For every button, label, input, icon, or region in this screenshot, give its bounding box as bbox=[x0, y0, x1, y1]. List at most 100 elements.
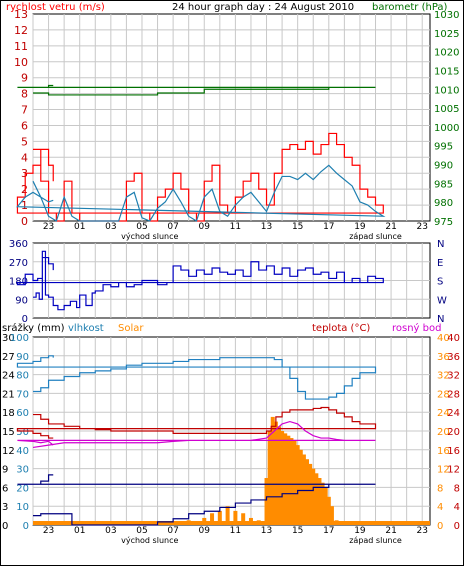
temp-axis-label: teplota (°C) bbox=[312, 323, 370, 334]
solar-tick-label: 36 bbox=[437, 352, 450, 363]
climate-panel: srážky (mm) vlhkost Solar teplota (°C) rosný… bbox=[2, 322, 460, 545]
wind-pressure-panel: 0123456789101112139759809859909951000100… bbox=[14, 8, 459, 241]
solar-bar bbox=[301, 454, 306, 525]
wind-avg-line bbox=[16, 164, 386, 222]
humidity-axis-label: vlhkost bbox=[68, 323, 104, 334]
temp-tick-label: 16 bbox=[447, 446, 460, 457]
hour-tick-label: 23 bbox=[416, 526, 427, 536]
humidity-tick-label: 60 bbox=[16, 408, 29, 419]
solar-bar bbox=[267, 431, 272, 525]
baro-tick-label: 975 bbox=[434, 217, 453, 228]
baro-line bbox=[17, 84, 376, 96]
hour-tick-label: 01 bbox=[74, 222, 85, 232]
rain-line bbox=[17, 474, 376, 526]
rain-tick-label: 18 bbox=[2, 408, 15, 419]
hour-tick-label: 17 bbox=[323, 222, 334, 232]
temp-tick-label: 32 bbox=[447, 371, 460, 382]
temp-tick-label: 24 bbox=[447, 408, 460, 419]
compass-label: N bbox=[437, 314, 444, 325]
sunrise-label: východ slunce bbox=[121, 536, 178, 545]
humidity-tick-label: 0 bbox=[23, 521, 29, 532]
humidity-tick-label: 20 bbox=[16, 483, 29, 494]
wind-axis-label: rychlost vetru (m/s) bbox=[6, 2, 105, 13]
solar-tick-label: 12 bbox=[437, 465, 450, 476]
humidity-line bbox=[16, 355, 377, 400]
hour-tick-label: 11 bbox=[230, 526, 241, 536]
baro-tick-label: 995 bbox=[434, 142, 453, 153]
solar-tick-label: 16 bbox=[437, 446, 450, 457]
hour-tick-label: 03 bbox=[105, 222, 116, 232]
wind-tick-label: 4 bbox=[21, 151, 28, 164]
solar-tick-label: 32 bbox=[437, 371, 450, 382]
direction-tick-label: 0 bbox=[22, 314, 28, 325]
solar-bar bbox=[317, 478, 322, 525]
compass-label: S bbox=[437, 277, 443, 288]
baro-axis-label: barometr (hPa) bbox=[372, 2, 448, 13]
graph-title: 24 hour graph day : 24 August 2010 bbox=[172, 2, 354, 13]
rain-tick-label: 12 bbox=[2, 446, 15, 457]
wind-tick-label: 8 bbox=[21, 88, 28, 101]
temp-tick-label: 28 bbox=[447, 389, 460, 400]
wind-tick-label: 6 bbox=[21, 119, 28, 132]
solar-tick-label: 8 bbox=[437, 483, 443, 494]
solar-bar bbox=[283, 433, 288, 525]
solar-baseline bbox=[33, 521, 430, 525]
solar-bar bbox=[326, 496, 331, 525]
hour-tick-label: 13 bbox=[261, 526, 272, 536]
solar-bar bbox=[295, 445, 300, 525]
hour-tick-label: 15 bbox=[292, 526, 303, 536]
hour-tick-label: 17 bbox=[323, 526, 334, 536]
hour-tick-label: 03 bbox=[105, 526, 116, 536]
hour-tick-label: 01 bbox=[74, 526, 85, 536]
humidity-tick-label: 100 bbox=[10, 333, 29, 344]
compass-label: E bbox=[437, 258, 443, 269]
hour-tick-label: 23 bbox=[416, 222, 427, 232]
solar-bar bbox=[323, 487, 328, 525]
solar-bar bbox=[280, 431, 285, 525]
wind-tick-label: 5 bbox=[21, 135, 28, 148]
hour-tick-label: 05 bbox=[136, 222, 147, 232]
hour-tick-label: 11 bbox=[230, 222, 241, 232]
hour-tick-label: 07 bbox=[167, 526, 178, 536]
solar-bar bbox=[270, 416, 275, 525]
baro-tick-label: 1010 bbox=[434, 85, 459, 96]
solar-bar bbox=[308, 463, 313, 525]
direction-tick-label: 90 bbox=[15, 295, 28, 306]
hour-tick-label: 15 bbox=[292, 222, 303, 232]
dew-line bbox=[17, 420, 376, 449]
baro-tick-label: 1025 bbox=[434, 29, 459, 40]
baro-tick-label: 985 bbox=[434, 179, 453, 190]
rain-tick-label: 0 bbox=[2, 521, 8, 532]
wind-tick-label: 10 bbox=[14, 56, 28, 69]
solar-bar bbox=[289, 438, 294, 525]
baro-tick-label: 1015 bbox=[434, 66, 459, 77]
baro-tick-label: 990 bbox=[434, 161, 453, 172]
wind-tick-label: 9 bbox=[21, 72, 28, 85]
baro-tick-label: 1005 bbox=[434, 104, 459, 115]
hour-tick-label: 23 bbox=[43, 222, 54, 232]
rain-axis-label: srážky (mm) bbox=[2, 322, 65, 334]
baro-tick-label: 1000 bbox=[434, 123, 459, 134]
solar-tick-label: 4 bbox=[437, 502, 443, 513]
temp-tick-label: 20 bbox=[447, 427, 460, 438]
rain-tick-label: 30 bbox=[2, 333, 15, 344]
baro-tick-label: 980 bbox=[434, 198, 453, 209]
humidity-tick-label: 40 bbox=[16, 446, 29, 457]
direction-tick-label: 270 bbox=[9, 258, 28, 269]
hour-tick-label: 19 bbox=[354, 222, 366, 232]
compass-label: W bbox=[437, 295, 447, 306]
wind-tick-label: 11 bbox=[14, 40, 28, 53]
wind-tick-label: 2 bbox=[21, 183, 28, 196]
rain-tick-label: 15 bbox=[2, 427, 15, 438]
humidity-tick-label: 80 bbox=[16, 371, 29, 382]
solar-bar bbox=[320, 482, 325, 525]
wind-tick-label: 0 bbox=[21, 215, 28, 228]
wind-tick-label: 1 bbox=[21, 199, 28, 212]
humidity-tick-label: 10 bbox=[16, 502, 29, 513]
hour-tick-label: 09 bbox=[199, 222, 211, 232]
solar-bar bbox=[217, 510, 222, 525]
hour-tick-label: 13 bbox=[261, 222, 272, 232]
solar-bar bbox=[241, 513, 246, 525]
